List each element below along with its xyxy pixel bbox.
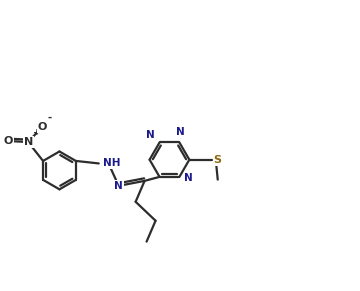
Text: N: N: [114, 181, 123, 191]
Text: N: N: [184, 173, 193, 183]
Text: N: N: [176, 127, 185, 137]
Text: N: N: [23, 137, 33, 147]
Text: O: O: [37, 122, 47, 132]
Text: S: S: [214, 155, 222, 165]
Text: NH: NH: [103, 158, 120, 168]
Text: +: +: [33, 127, 41, 136]
Text: -: -: [47, 113, 51, 123]
Text: O: O: [4, 136, 13, 146]
Text: N: N: [146, 130, 154, 141]
